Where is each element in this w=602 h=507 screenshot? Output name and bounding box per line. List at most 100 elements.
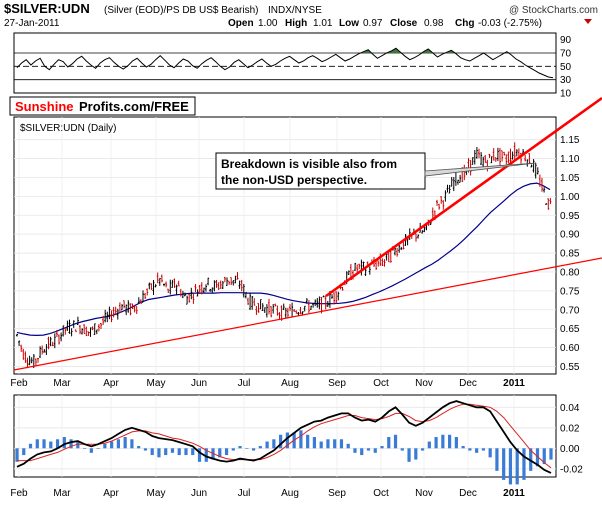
price-bar: [181, 290, 184, 299]
price-bar: [211, 287, 214, 293]
price-x-tick-label: Feb: [10, 378, 28, 389]
macd-histogram-bar: [407, 448, 411, 462]
rsi-tick-label: 10: [560, 89, 572, 100]
price-bar: [70, 328, 73, 337]
macd-histogram-bar: [441, 434, 445, 449]
price-bar: [263, 307, 266, 313]
price-bar: [265, 304, 268, 318]
macd-histogram-bar: [258, 446, 262, 449]
macd-x-tick-label: Jun: [191, 488, 207, 499]
macd-histogram-bar: [508, 448, 513, 485]
price-bar: [150, 283, 153, 290]
price-bar: [97, 324, 100, 332]
price-bar: [457, 179, 459, 185]
price-bar: [253, 298, 256, 306]
rsi-line: [16, 47, 554, 79]
price-bar: [114, 306, 117, 315]
price-bar: [438, 203, 441, 210]
price-bar: [196, 289, 199, 297]
price-bar: [213, 280, 216, 292]
price-bar: [480, 152, 483, 166]
macd-histogram-bar: [481, 448, 486, 451]
price-bar: [131, 303, 134, 310]
price-bar: [232, 280, 235, 286]
price-bar: [335, 291, 338, 304]
price-bar: [144, 292, 147, 299]
price-bar: [81, 328, 84, 335]
low-label: Low: [339, 18, 359, 29]
macd-x-axis-labels: Feb Mar Apr May Jun Jul Aug Sep Oct Nov Dec 2011: [10, 488, 525, 499]
price-tick-label: 1.00: [560, 192, 580, 203]
rsi-axis: 10 30 50 70 90: [560, 35, 572, 99]
price-bar: [102, 315, 105, 326]
exchange-label: INDX/NYSE: [268, 5, 322, 16]
macd-histogram-bar: [130, 439, 134, 449]
open-value: 1.00: [258, 18, 278, 29]
price-bar: [524, 155, 527, 162]
price-bar: [135, 306, 138, 315]
chg-label: Chg: [455, 18, 474, 29]
price-bar: [478, 148, 480, 159]
price-bar: [286, 307, 289, 319]
price-bar: [238, 280, 241, 289]
price-bar: [163, 283, 165, 287]
price-x-tick-label: Sep: [328, 378, 346, 389]
macd-histogram-bar: [116, 439, 120, 449]
price-tick-label: 1.15: [560, 135, 580, 146]
macd-x-tick-label: Dec: [459, 488, 477, 499]
chg-value: -0.03 (-2.75%): [478, 18, 542, 29]
symbol-title: $SILVER:UDN: [4, 1, 90, 16]
price-bar: [202, 287, 205, 293]
macd-histogram-bar: [231, 448, 235, 451]
price-bar: [310, 305, 312, 310]
price-x-tick-label: Nov: [415, 378, 433, 389]
price-bar: [270, 306, 273, 318]
price-bar: [421, 230, 424, 234]
price-bar: [255, 306, 258, 315]
price-bar: [184, 292, 186, 297]
macd-x-tick-label: Mar: [53, 488, 71, 499]
price-bar: [515, 149, 518, 157]
price-bar: [415, 233, 417, 242]
price-bar: [125, 304, 128, 316]
price-bar: [186, 295, 189, 305]
price-axis: 0.55 0.60 0.65 0.70 0.75 0.80 0.85 0.90 0.95 1.00…: [560, 135, 580, 373]
price-bar: [133, 305, 136, 313]
price-bar: [72, 320, 75, 328]
brand-frame: [9, 96, 196, 116]
price-bar: [324, 295, 327, 310]
price-bar: [326, 301, 329, 307]
price-bar: [312, 303, 315, 308]
price-bar: [549, 198, 552, 205]
macd-histogram-bar: [150, 448, 154, 456]
macd-histogram-bar: [420, 448, 425, 451]
macd-histogram-bar: [393, 434, 398, 449]
price-bar: [509, 148, 512, 164]
price-bar: [459, 174, 462, 183]
macd-histogram-bar: [89, 448, 93, 453]
price-bar: [297, 311, 300, 316]
macd-histogram-bar: [69, 439, 73, 449]
price-bar: [28, 355, 31, 366]
price-bar: [293, 309, 296, 312]
price-bar: [452, 177, 455, 192]
price-bar: [528, 153, 531, 164]
price-bar: [43, 348, 46, 353]
rising-trendline: [325, 96, 602, 298]
price-bar: [223, 276, 226, 283]
price-bar: [251, 295, 254, 310]
price-bar: [154, 284, 157, 288]
macd-histogram-bar: [170, 448, 175, 453]
price-tick-label: 1.10: [560, 154, 580, 165]
price-tick-label: 1.05: [560, 173, 580, 184]
price-bar: [37, 358, 39, 363]
price-bar: [108, 306, 111, 320]
annotation-pointer: [424, 162, 537, 177]
macd-histogram-bar: [238, 446, 242, 449]
price-bar: [268, 298, 270, 315]
price-bar: [179, 288, 182, 297]
price-bar: [356, 264, 359, 273]
macd-tick-label: 0.02: [560, 423, 580, 434]
price-bar: [68, 319, 71, 334]
macd-histogram-bar: [535, 448, 540, 467]
